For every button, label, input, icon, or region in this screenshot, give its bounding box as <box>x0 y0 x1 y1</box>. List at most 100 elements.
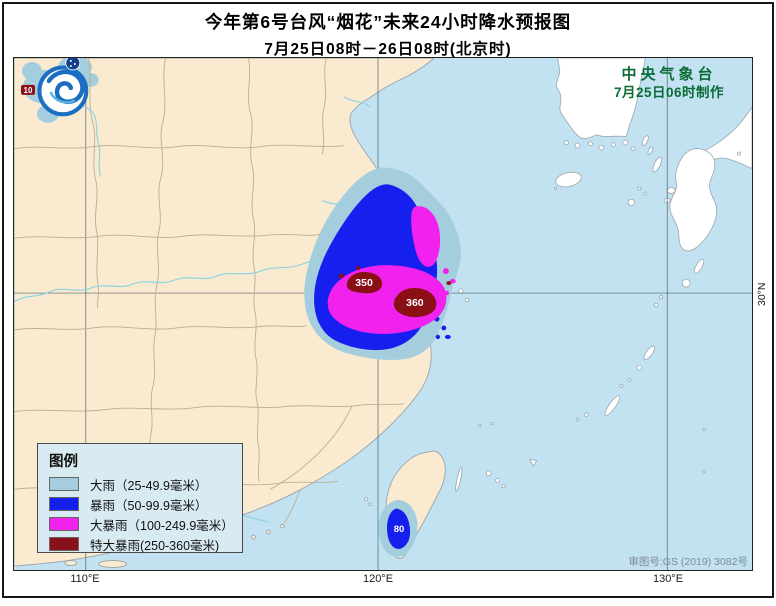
korea-landmass <box>556 58 646 140</box>
agency-credit: 中央气象台 7月25日06时制作 <box>588 66 750 102</box>
ryukyu-island <box>636 365 643 371</box>
legend-swatch-extreme-rainstorm <box>49 537 79 551</box>
small-island <box>627 198 635 207</box>
rain-storm-taiwan-area <box>387 508 411 549</box>
legend-swatch-heavy-rainstorm <box>49 517 79 531</box>
legend-label-rainstorm: 暴雨（50-99.9毫米） <box>90 498 208 513</box>
ryukyu-island <box>643 345 655 360</box>
agency-name: 中央气象台 <box>621 66 717 83</box>
rain-max-badge-northwest <box>20 84 35 95</box>
legend-row-heavy-rain: 大雨（25-49.9毫米） <box>49 474 232 494</box>
small-island <box>458 288 464 294</box>
miyako-island <box>528 458 538 468</box>
legend-swatch-rainstorm <box>49 497 79 511</box>
korea-island <box>574 142 581 149</box>
rain-max-label-northwest: 10 <box>24 86 33 95</box>
rain-extreme-group <box>20 84 452 318</box>
small-island <box>464 297 469 303</box>
ryukyu-island <box>575 417 580 422</box>
small-island <box>643 191 648 196</box>
cma-logo-seal-dot <box>73 62 76 65</box>
kyushu-landmass <box>669 148 718 252</box>
korea-island <box>622 139 629 146</box>
cma-logo <box>37 58 89 117</box>
legend-box: 图例 大雨（25-49.9毫米） 暴雨（50-99.9毫米） 大暴雨（100-2… <box>37 443 243 553</box>
korea-island <box>588 141 593 147</box>
island-sliver <box>455 467 463 492</box>
tsushima-island <box>647 146 654 155</box>
pearl-delta-island <box>280 523 285 529</box>
title-block: 今年第6号台风“烟花”未来24小时降水预报图 7月25日08时－26日08时(北… <box>0 9 776 59</box>
legend-title: 图例 <box>49 454 78 470</box>
small-island <box>490 421 494 426</box>
cma-logo-ring <box>37 65 89 117</box>
legend-label-heavy-rainstorm: 大暴雨（100-249.9毫米） <box>90 518 234 533</box>
rain-heavy-storm-islet <box>449 278 456 284</box>
small-island <box>637 186 642 191</box>
rain-max-label-taiwan: 80 <box>394 524 405 535</box>
small-island <box>501 484 506 489</box>
rain-max-label-west: 350 <box>355 278 373 289</box>
ryukyu-island <box>627 377 632 382</box>
rain-extreme-fragment <box>356 266 361 271</box>
rain-storm-islet <box>441 325 447 331</box>
small-island <box>478 423 482 428</box>
pearl-delta-island <box>250 534 256 540</box>
map-subtitle: 7月25日08时－26日08时(北京时) <box>264 41 512 58</box>
jeju-island <box>555 171 582 188</box>
penghu-island <box>364 497 368 502</box>
rain-storm-islet <box>444 334 451 339</box>
small-island <box>553 186 558 191</box>
small-island <box>495 477 501 483</box>
inland-sea-island <box>737 151 742 156</box>
korea-island <box>631 146 636 151</box>
foreign-land-group <box>364 58 752 506</box>
ryukyu-island <box>659 295 664 300</box>
lat-label-30n: 30°N <box>756 282 768 306</box>
tsushima-island <box>641 135 649 147</box>
korea-island <box>598 144 605 151</box>
rain-max-labels: 350 360 80 10 <box>24 86 424 535</box>
rain-heavy-northwest-patch <box>21 61 42 80</box>
cma-logo-seal-dot <box>69 64 72 67</box>
province-borders <box>14 58 405 524</box>
small-island <box>702 469 706 473</box>
small-island <box>702 427 706 432</box>
ryukyu-island <box>693 258 705 274</box>
coastal-island <box>64 560 78 566</box>
korea-island <box>610 142 616 148</box>
map-title: 今年第6号台风“烟花”未来24小时降水预报图 <box>204 12 572 32</box>
ryukyu-island <box>584 412 589 417</box>
lon-label-120e: 120°E <box>362 573 394 585</box>
issue-time: 7月25日06时制作 <box>613 84 725 100</box>
rain-heavy-storm-islet <box>442 268 449 275</box>
map-license-number: 审图号:GS (2019) 3082号 <box>628 556 748 568</box>
legend-row-rainstorm: 暴雨（50-99.9毫米） <box>49 494 232 514</box>
rain-heavy-storm-islet <box>438 299 443 304</box>
rain-extreme-east-blob <box>393 287 437 318</box>
rain-max-label-east: 360 <box>406 298 424 309</box>
rain-heavy-storm-islet <box>444 290 450 296</box>
lon-label-130e: 130°E <box>652 573 684 585</box>
legend-label-extreme-rainstorm: 特大暴雨(250-360毫米) <box>90 538 220 553</box>
rain-extreme-fragment <box>338 273 344 279</box>
rain-storm-islet <box>435 334 441 340</box>
rain-extreme-west-blob <box>346 272 383 294</box>
north-river <box>343 96 371 108</box>
ryukyu-island <box>654 302 659 308</box>
small-island <box>485 470 492 477</box>
pearl-delta-island <box>265 529 271 535</box>
cma-logo-seal-dot <box>69 59 72 62</box>
penghu-island <box>368 502 372 506</box>
nagasaki-islet <box>666 187 676 194</box>
ryukyu-island <box>681 278 691 288</box>
korea-island <box>564 140 569 146</box>
legend-label-heavy-rain: 大雨（25-49.9毫米） <box>90 478 208 493</box>
cma-logo-seal <box>65 58 81 71</box>
goto-islands <box>652 156 662 173</box>
rain-extreme-fragment <box>446 281 452 286</box>
legend-row-heavy-rainstorm: 大暴雨（100-249.9毫米） <box>49 514 234 534</box>
okinawa-island <box>604 395 621 417</box>
legend-swatch-heavy-rain <box>49 477 79 491</box>
